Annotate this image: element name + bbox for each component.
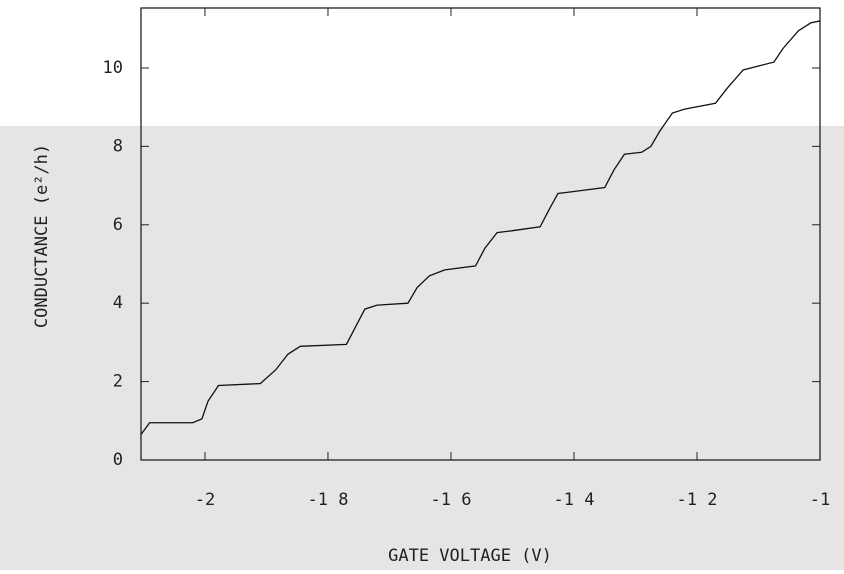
y-tick-label: 8 bbox=[113, 136, 123, 156]
x-tick-label: -1 4 bbox=[554, 490, 595, 510]
x-tick-label: -1 2 bbox=[677, 490, 718, 510]
y-tick-label: 4 bbox=[113, 293, 123, 313]
y-tick-label: 2 bbox=[113, 372, 123, 392]
x-tick-label: -1 bbox=[810, 490, 830, 510]
y-tick-label: 10 bbox=[103, 58, 123, 78]
y-axis-label: CONDUCTANCE (e²/h) bbox=[32, 144, 52, 328]
x-tick-label: -1 6 bbox=[431, 490, 472, 510]
x-tick-label: -1 8 bbox=[307, 490, 348, 510]
y-tick-label: 0 bbox=[113, 450, 123, 470]
x-axis-label: GATE VOLTAGE (V) bbox=[388, 546, 552, 566]
background-top bbox=[0, 0, 844, 126]
y-tick-label: 6 bbox=[113, 215, 123, 235]
x-tick-label: -2 bbox=[195, 490, 215, 510]
conductance-line bbox=[140, 20, 821, 435]
plot-frame bbox=[140, 7, 821, 461]
